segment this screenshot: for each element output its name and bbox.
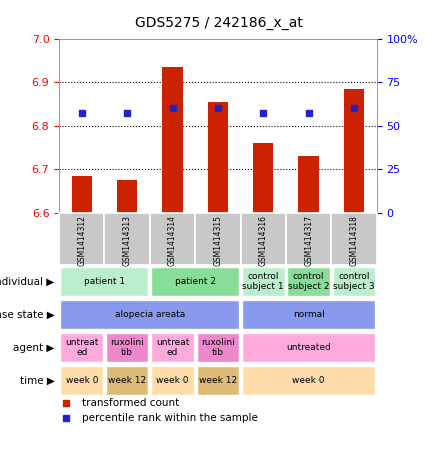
Text: GSM1414315: GSM1414315 bbox=[213, 215, 223, 266]
Bar bbox=[162, 67, 183, 213]
Text: alopecia areata: alopecia areata bbox=[115, 310, 185, 319]
Bar bbox=[197, 366, 239, 395]
Text: week 12: week 12 bbox=[199, 376, 237, 385]
Text: control
subject 3: control subject 3 bbox=[333, 272, 375, 291]
Bar bbox=[242, 267, 285, 296]
Bar bbox=[106, 333, 148, 362]
Text: GSM1414312: GSM1414312 bbox=[78, 215, 86, 266]
Text: control
subject 1: control subject 1 bbox=[243, 272, 284, 291]
Text: untreat
ed: untreat ed bbox=[156, 338, 189, 357]
Bar bbox=[106, 366, 148, 395]
Bar bbox=[298, 156, 319, 213]
Text: week 12: week 12 bbox=[108, 376, 146, 385]
Text: untreated: untreated bbox=[286, 343, 331, 352]
Bar bbox=[195, 213, 240, 265]
Bar bbox=[105, 213, 150, 265]
Text: patient 1: patient 1 bbox=[84, 277, 125, 286]
Bar bbox=[240, 213, 286, 265]
Text: GSM1414317: GSM1414317 bbox=[304, 215, 313, 266]
Bar bbox=[60, 333, 103, 362]
Bar bbox=[60, 267, 148, 296]
Text: ruxolini
tib: ruxolini tib bbox=[201, 338, 235, 357]
Bar bbox=[331, 213, 377, 265]
Bar bbox=[151, 366, 194, 395]
Text: percentile rank within the sample: percentile rank within the sample bbox=[82, 413, 258, 423]
Bar bbox=[71, 176, 92, 213]
Text: GSM1414314: GSM1414314 bbox=[168, 215, 177, 266]
Text: week 0: week 0 bbox=[156, 376, 189, 385]
Bar bbox=[344, 89, 364, 213]
Bar bbox=[286, 213, 331, 265]
Text: patient 2: patient 2 bbox=[175, 277, 216, 286]
Bar bbox=[208, 102, 228, 213]
Bar bbox=[197, 333, 239, 362]
Text: week 0: week 0 bbox=[66, 376, 98, 385]
Bar bbox=[59, 213, 105, 265]
Bar bbox=[253, 143, 273, 213]
Text: untreat
ed: untreat ed bbox=[65, 338, 99, 357]
Bar bbox=[60, 366, 103, 395]
Bar bbox=[242, 366, 375, 395]
Text: individual ▶: individual ▶ bbox=[0, 276, 55, 287]
Bar bbox=[242, 333, 375, 362]
Text: time ▶: time ▶ bbox=[20, 376, 55, 386]
Bar bbox=[150, 213, 195, 265]
Text: GSM1414318: GSM1414318 bbox=[350, 215, 358, 266]
Text: transformed count: transformed count bbox=[82, 399, 179, 409]
Bar bbox=[151, 267, 239, 296]
Bar bbox=[60, 300, 239, 329]
Text: GSM1414316: GSM1414316 bbox=[259, 215, 268, 266]
Text: normal: normal bbox=[293, 310, 325, 319]
Bar bbox=[287, 267, 330, 296]
Bar bbox=[333, 267, 375, 296]
Bar bbox=[242, 300, 375, 329]
Bar bbox=[117, 180, 138, 213]
Text: GDS5275 / 242186_x_at: GDS5275 / 242186_x_at bbox=[135, 16, 303, 30]
Text: disease state ▶: disease state ▶ bbox=[0, 309, 55, 320]
Text: week 0: week 0 bbox=[293, 376, 325, 385]
Text: GSM1414313: GSM1414313 bbox=[123, 215, 132, 266]
Text: control
subject 2: control subject 2 bbox=[288, 272, 329, 291]
Bar bbox=[151, 333, 194, 362]
Text: ruxolini
tib: ruxolini tib bbox=[110, 338, 144, 357]
Text: agent ▶: agent ▶ bbox=[14, 342, 55, 353]
